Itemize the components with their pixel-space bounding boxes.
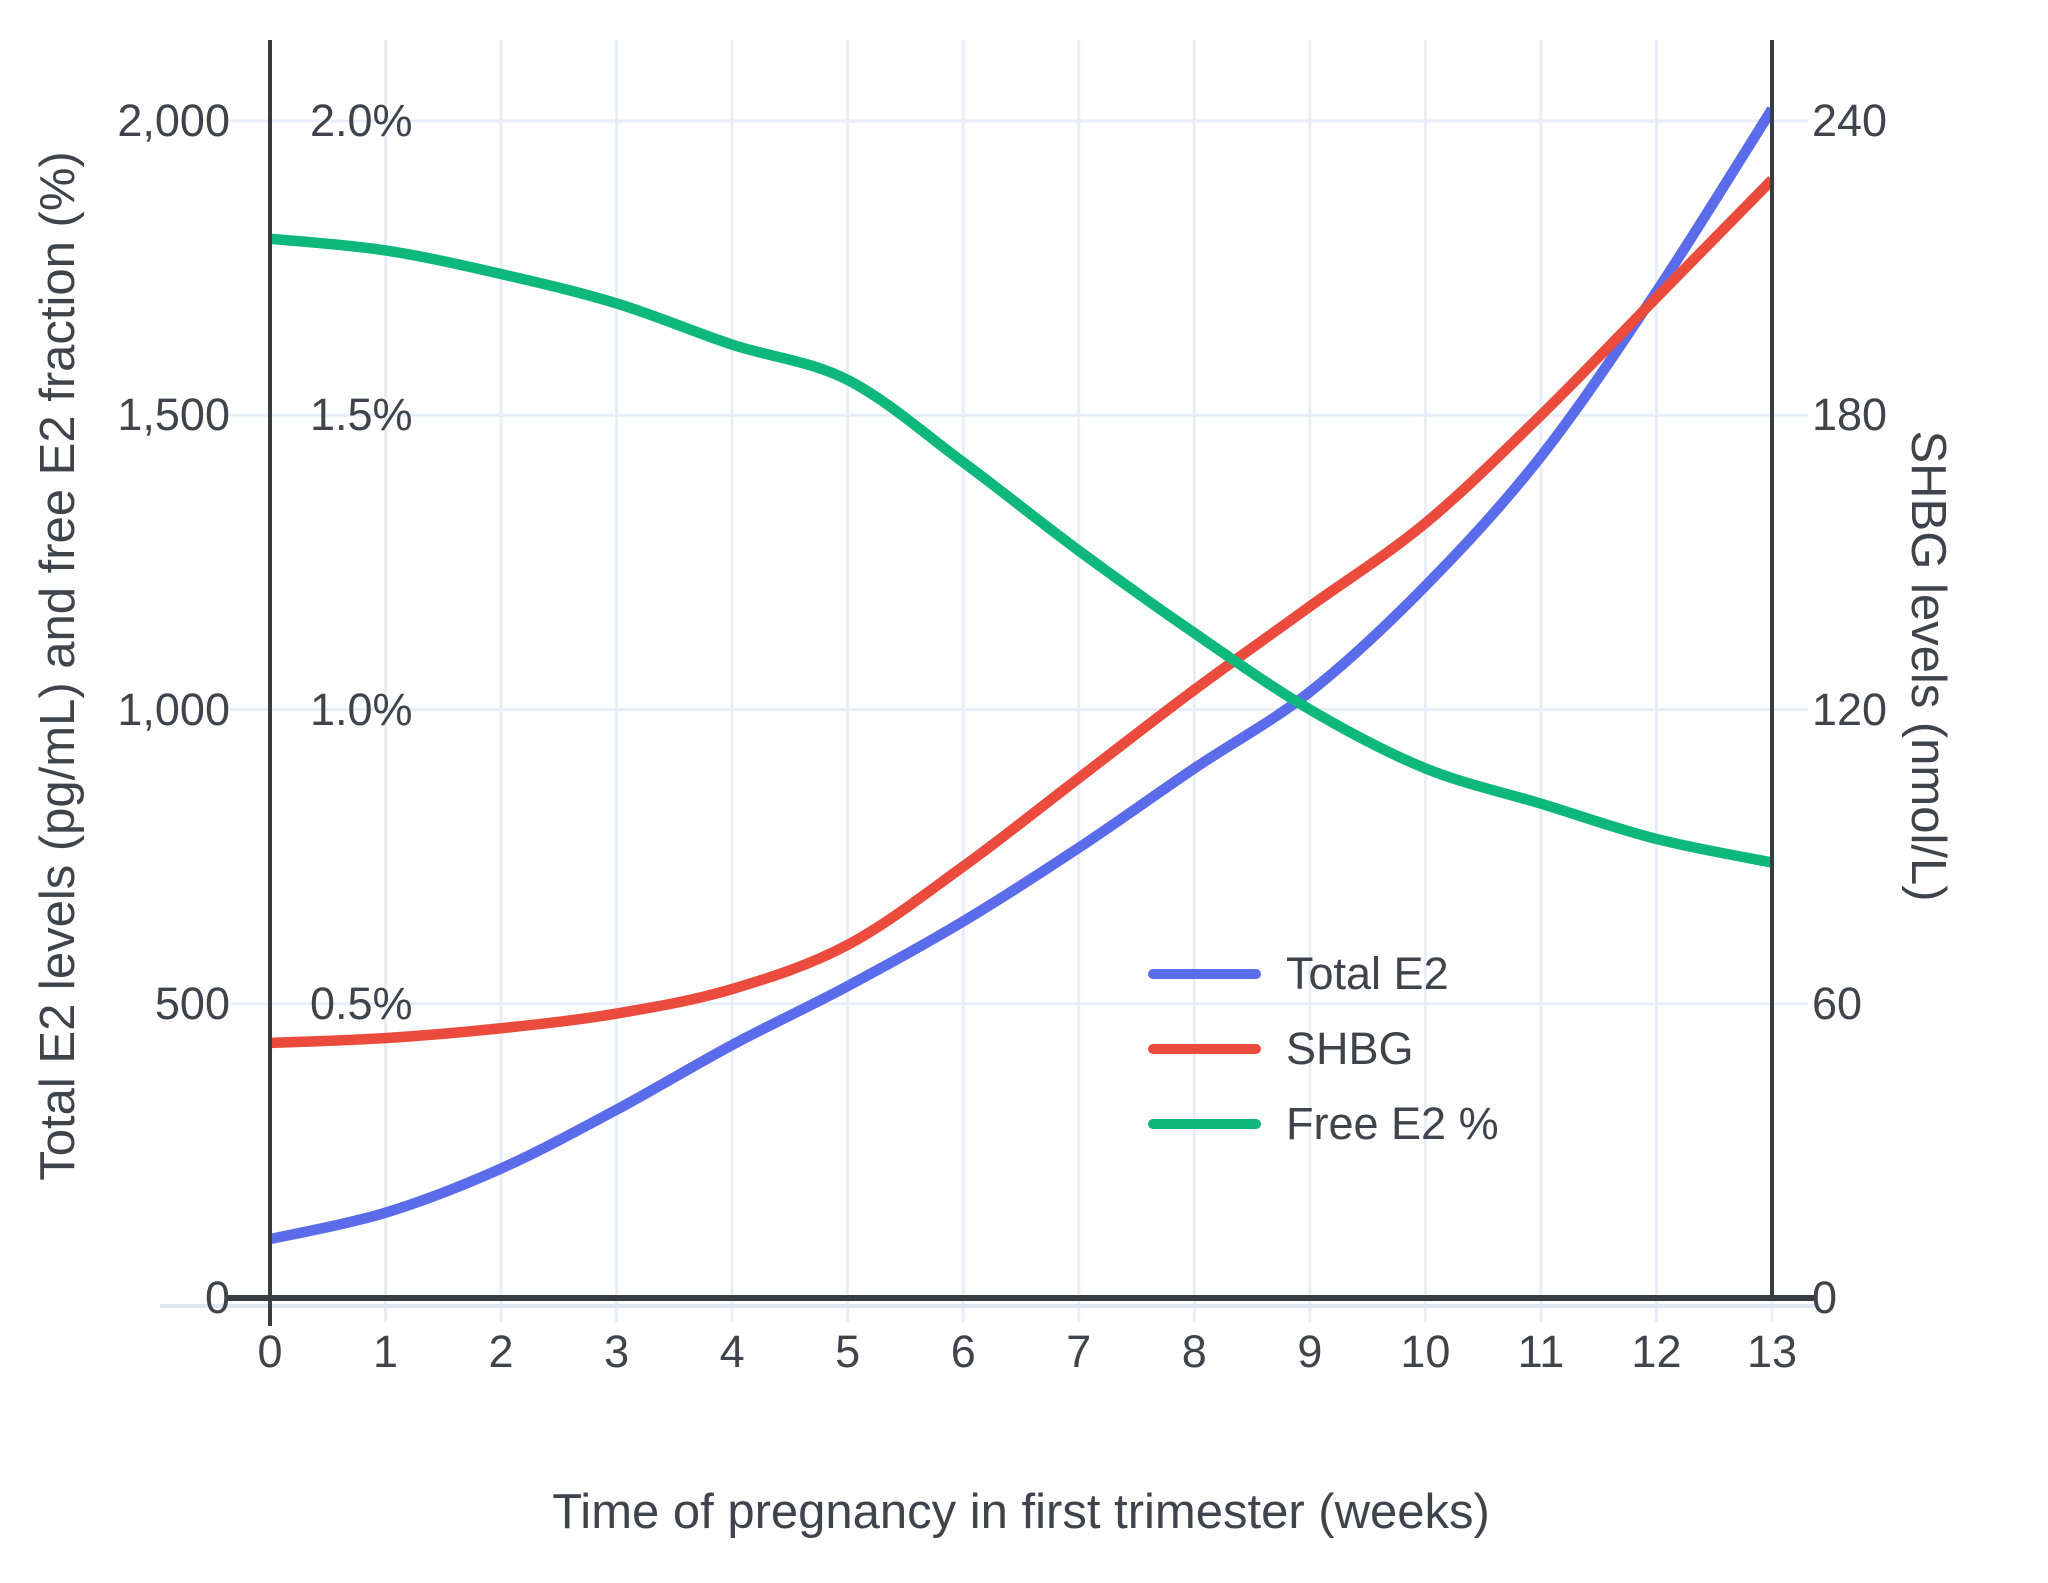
legend-label: Free E2 % (1286, 1098, 1499, 1149)
legend-label: SHBG (1286, 1023, 1414, 1074)
y-left-tick-label: 0 (204, 1272, 230, 1323)
legend-label: Total E2 (1286, 948, 1449, 999)
y-left-tick-label: 2,000 (117, 95, 230, 146)
legend: Total E2 SHBG Free E2 % (1148, 948, 1499, 1173)
free-e2--line (270, 233, 1772, 868)
pct-tick-label: 2.0% (310, 95, 413, 146)
x-tick-label: 12 (1631, 1326, 1682, 1377)
x-tick-label: 2 (488, 1326, 514, 1377)
x-tick-label: 7 (1066, 1326, 1092, 1377)
y-right-tick-label: 60 (1812, 977, 1863, 1029)
legend-item-shbg[interactable]: SHBG (1148, 1023, 1499, 1075)
pct-tick-label: 1.0% (310, 683, 413, 735)
y-right-tick-label: 180 (1812, 389, 1888, 441)
legend-item-free-e2-[interactable]: Free E2 % (1148, 1098, 1499, 1150)
x-tick-label: 6 (950, 1326, 976, 1377)
shbg-line (270, 176, 1772, 1049)
x-tick-label: 11 (1517, 1326, 1565, 1377)
left-axis-title: Total E2 levels (pg/mL) and free E2 frac… (31, 151, 85, 1181)
pct-tick-label: 0.5% (310, 977, 413, 1029)
legend-line-swatch (1148, 969, 1261, 979)
x-tick-label: 3 (604, 1326, 630, 1377)
y-left-tick-label: 500 (154, 977, 230, 1029)
x-tick-label: 10 (1400, 1326, 1451, 1377)
legend-line-swatch (1148, 1119, 1261, 1129)
x-tick-label: 8 (1181, 1326, 1207, 1377)
x-axis-title: Time of pregnancy in first trimester (we… (552, 1485, 1490, 1539)
x-tick-label: 4 (719, 1326, 745, 1377)
x-tick-label: 9 (1297, 1326, 1323, 1377)
pct-tick-label: 1.5% (310, 389, 413, 441)
x-tick-label: 1 (373, 1326, 399, 1377)
y-left-tick-label: 1,500 (117, 389, 230, 441)
y-left-tick-label: 1,000 (117, 683, 230, 735)
y-right-tick-label: 120 (1812, 683, 1888, 735)
y-right-tick-label: 0 (1812, 1272, 1838, 1323)
legend-item-total-e2[interactable]: Total E2 (1148, 948, 1499, 1000)
x-tick-label: 0 (257, 1326, 283, 1377)
legend-line-swatch (1148, 1044, 1261, 1054)
series-layer (270, 106, 1772, 1245)
x-tick-label: 13 (1746, 1326, 1798, 1377)
right-axis-title: SHBG levels (nmol/L) (1901, 430, 1955, 902)
y-right-tick-label: 240 (1812, 95, 1888, 146)
total-e2-line (270, 106, 1772, 1245)
x-tick-label: 5 (835, 1326, 861, 1377)
